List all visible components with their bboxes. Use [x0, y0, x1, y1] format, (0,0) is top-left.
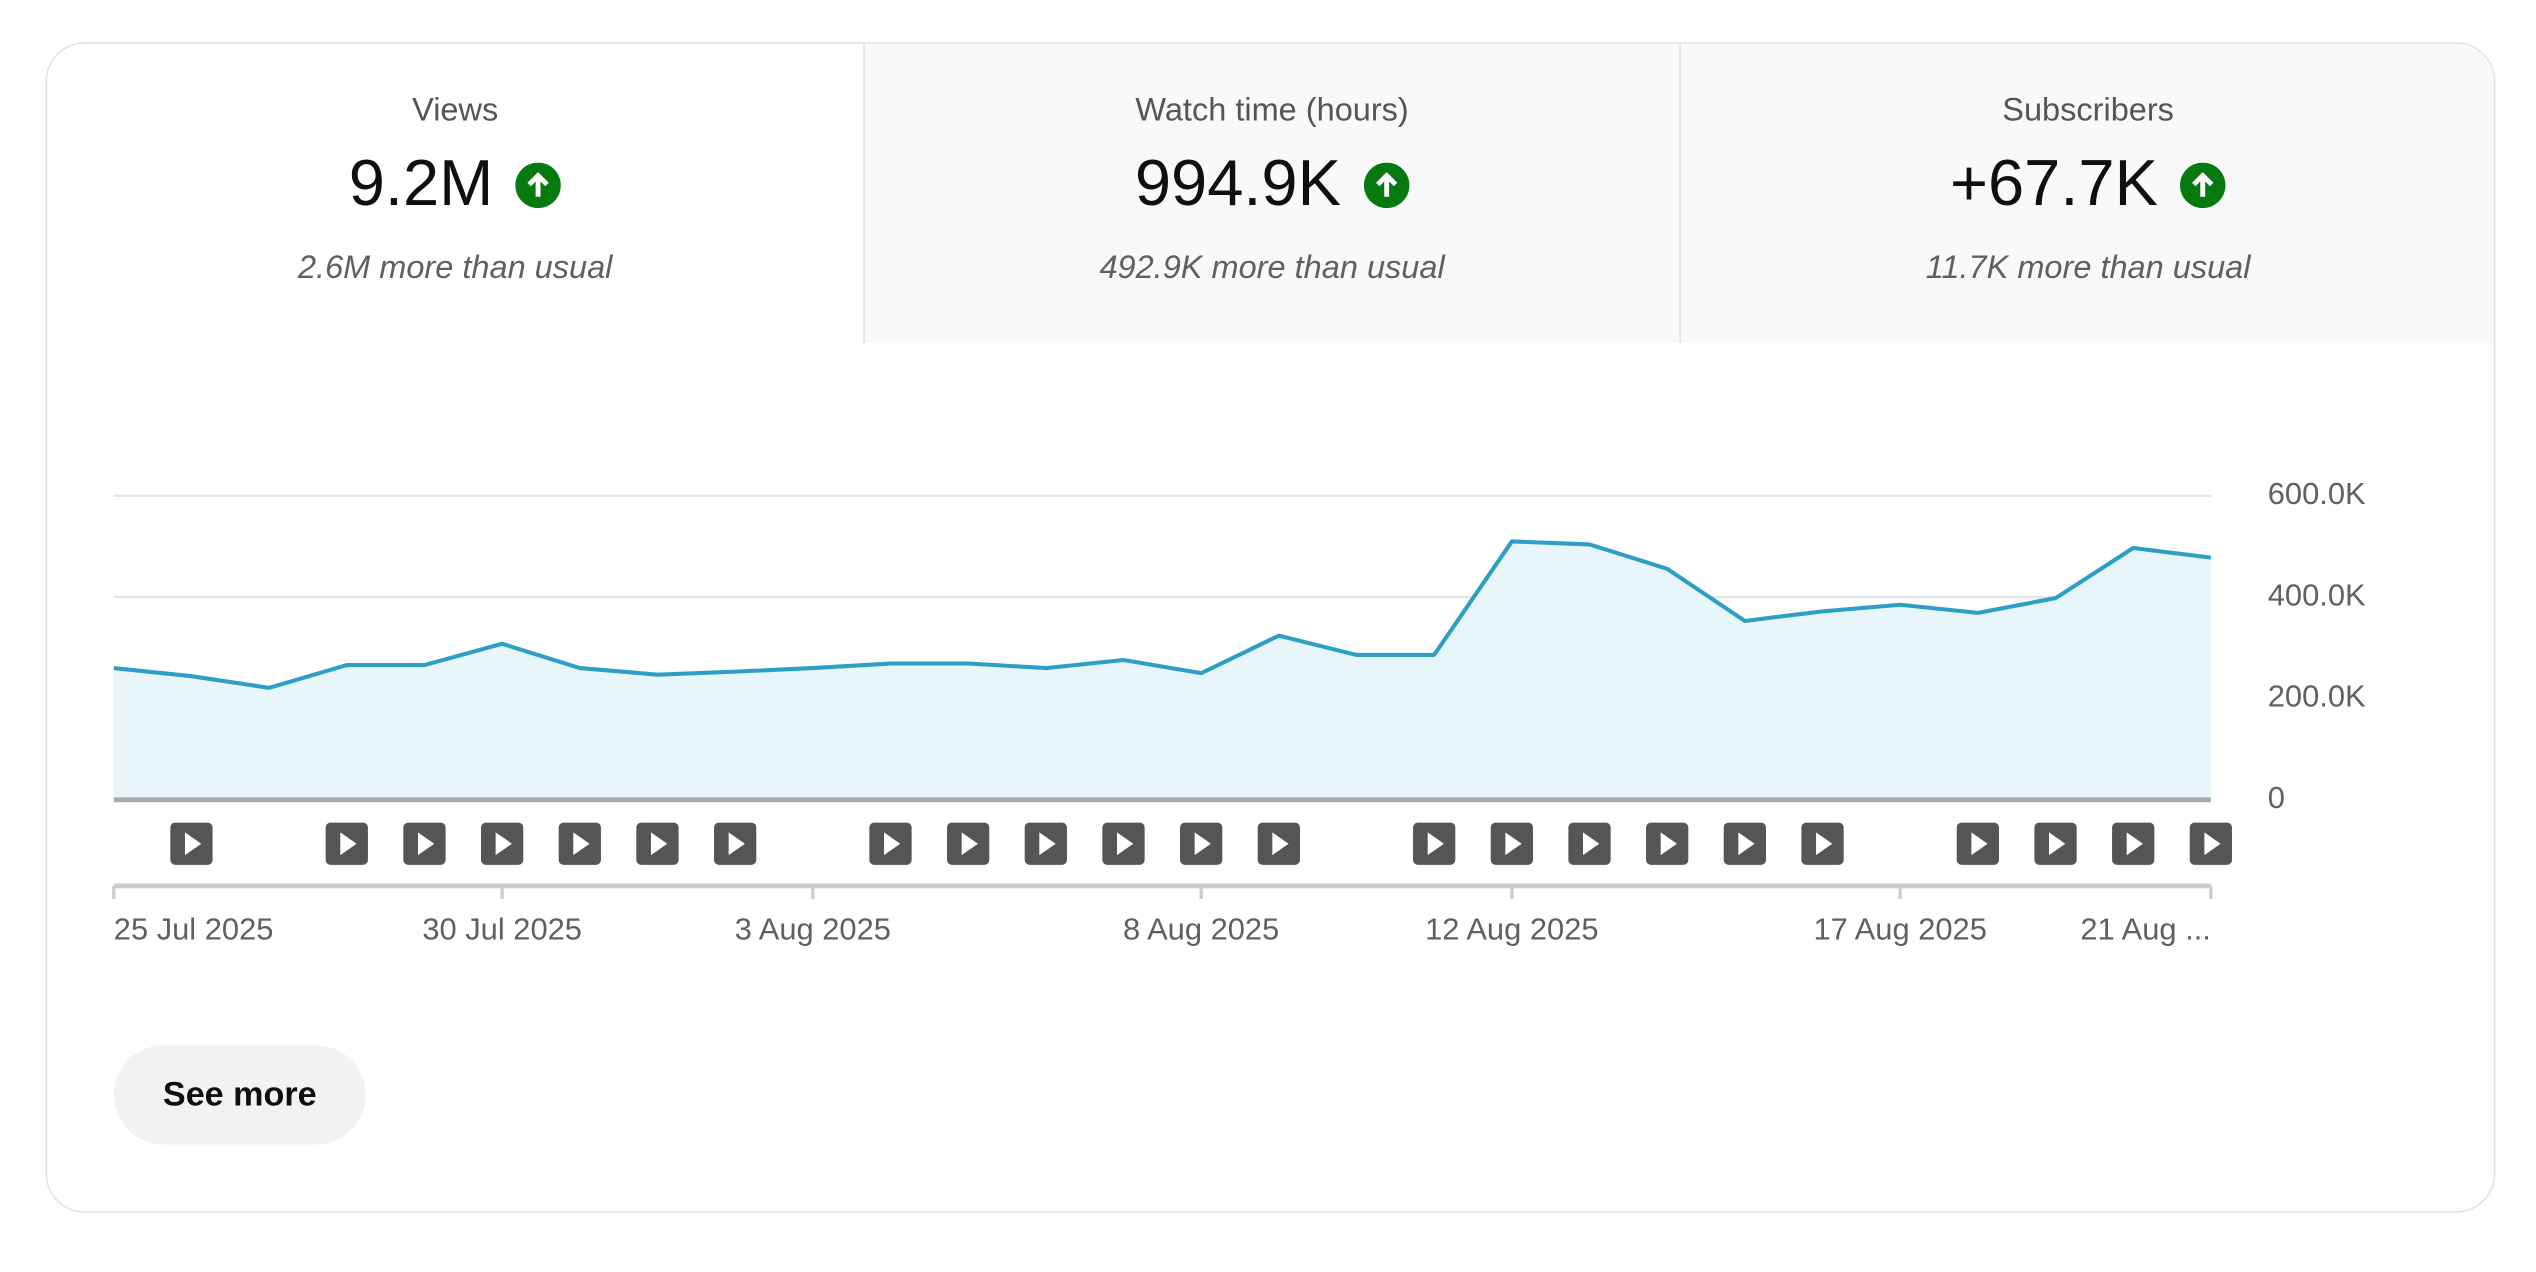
tab-label: Views	[412, 92, 499, 129]
video-marker-play	[883, 832, 901, 856]
tab[interactable]: Subscribers +67.7K 11.7K more than usual	[1679, 43, 2494, 344]
x-tick-label: 3 Aug 2025	[735, 912, 891, 947]
video-marker-play	[184, 832, 202, 856]
tab-value: 994.9K	[1134, 147, 1341, 220]
video-marker	[170, 822, 213, 865]
video-marker	[1646, 822, 1689, 865]
video-marker	[714, 822, 757, 865]
video-marker-play	[1427, 832, 1444, 856]
video-marker-play	[2049, 832, 2066, 856]
video-marker	[1102, 822, 1145, 865]
tab-value: 9.2M	[348, 147, 494, 220]
video-marker	[1568, 822, 1611, 865]
line	[113, 539, 2212, 690]
video-marker	[558, 822, 601, 865]
video-marker-play	[1816, 832, 1833, 856]
tab[interactable]: Views 9.2M 2.6M more than usual	[47, 44, 863, 343]
video-marker-play	[1660, 832, 1677, 856]
tab-note: 492.9K more than usual	[1099, 250, 1445, 287]
video-marker-play	[1194, 832, 1211, 856]
y-tick-label: 400.0K	[2268, 577, 2366, 612]
video-marker	[1801, 822, 1844, 865]
tab[interactable]: Watch time (hours) 994.9K 492.9K more th…	[863, 43, 1680, 344]
video-marker	[2034, 822, 2077, 865]
video-marker	[1180, 822, 1223, 865]
tab-note: 11.7K more than usual	[1925, 250, 2251, 287]
tab-label: Watch time (hours)	[1135, 92, 1409, 129]
video-marker-play	[573, 832, 590, 856]
video-marker	[325, 822, 368, 865]
video-marker-play	[1505, 832, 1522, 856]
video-marker-play	[340, 832, 357, 856]
tab-value: +67.7K	[1950, 147, 2158, 220]
area	[113, 541, 2211, 800]
x-tick-label: 17 Aug 2025	[1813, 912, 1986, 947]
x-tick-label: 30 Jul 2025	[422, 912, 582, 947]
video-marker-play	[650, 832, 668, 856]
video-marker	[403, 822, 446, 865]
video-marker-play	[1039, 832, 1056, 856]
up-icon	[516, 161, 562, 208]
x-tick-label: 12 Aug 2025	[1425, 912, 1598, 947]
y-tick-label: 200.0K	[2268, 679, 2366, 714]
video-marker-play	[1738, 832, 1755, 856]
video-marker	[1024, 822, 1067, 865]
up-icon	[1363, 161, 1410, 208]
y-tick-label: 0	[2268, 780, 2285, 815]
video-marker	[2189, 822, 2233, 865]
video-marker	[869, 822, 912, 865]
video-marker-play	[961, 832, 978, 856]
tab-label: Subscribers	[2002, 92, 2174, 129]
tab-value-row: +67.7K	[1681, 147, 2494, 221]
video-marker-play	[728, 832, 745, 856]
x-tick-label: 8 Aug 2025	[1123, 912, 1279, 947]
video-marker-play	[495, 832, 512, 856]
video-marker-play	[1116, 832, 1134, 856]
video-marker	[1490, 822, 1533, 865]
video-marker	[481, 822, 524, 865]
video-marker	[947, 822, 990, 865]
video-marker-play	[2126, 832, 2143, 856]
video-marker-play	[1272, 832, 1289, 856]
x-tick-label: 21 Aug ...	[2080, 912, 2210, 947]
video-marker-play	[2204, 832, 2221, 856]
video-marker-play	[417, 832, 435, 856]
video-marker	[636, 822, 679, 865]
tab-value-row: 994.9K	[865, 148, 1679, 221]
video-marker-play	[1583, 832, 1600, 856]
video-marker	[1956, 822, 1999, 865]
tab-value-row: 9.2M	[47, 148, 863, 221]
video-marker-play	[1971, 832, 1988, 856]
video-marker	[1413, 822, 1456, 865]
video-marker	[2112, 822, 2155, 865]
x-tick-label: 25 Jul 2025	[114, 912, 274, 947]
see-more-button[interactable]: See more	[113, 1045, 366, 1145]
tab-note: 2.6M more than usual	[297, 250, 613, 287]
up-icon	[2180, 161, 2227, 208]
video-marker	[1723, 822, 1766, 865]
video-marker	[1257, 822, 1300, 865]
y-tick-label: 600.0K	[2268, 476, 2366, 511]
